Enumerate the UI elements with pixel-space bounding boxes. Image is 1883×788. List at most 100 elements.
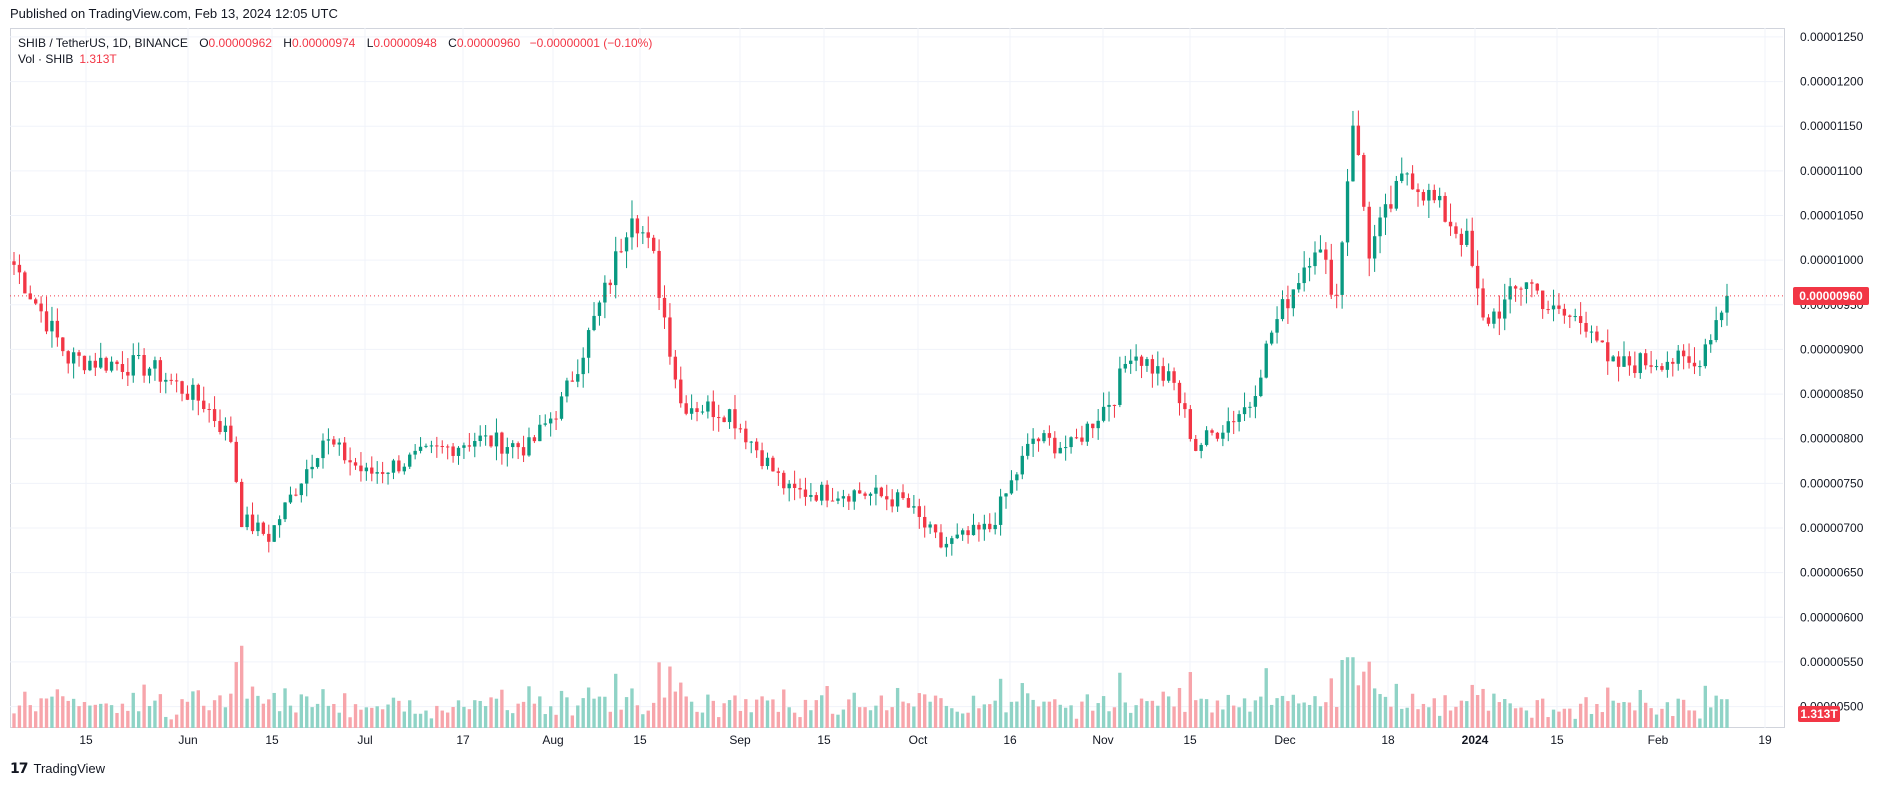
legend-close-label: C — [448, 36, 457, 50]
candle-body — [1714, 320, 1718, 341]
volume-bar — [418, 713, 423, 728]
candle-body — [1042, 433, 1046, 442]
candle-body — [1622, 356, 1626, 367]
candle-body — [245, 514, 249, 528]
volume-bar — [261, 703, 266, 728]
x-tick-label: Sep — [729, 733, 751, 747]
volume-bar — [673, 691, 678, 728]
volume-bar — [39, 698, 43, 728]
volume-bar — [912, 706, 916, 728]
volume-bar — [1562, 708, 1567, 728]
volume-bar — [657, 662, 661, 728]
candle-body — [413, 450, 417, 455]
volume-bar — [874, 705, 878, 728]
candle-body — [1692, 362, 1697, 367]
candle-body — [597, 302, 602, 316]
candle-body — [1606, 342, 1610, 362]
volume-bar — [104, 703, 108, 728]
candle-body — [717, 417, 721, 419]
volume-bar — [695, 711, 699, 728]
candle-body — [153, 360, 157, 369]
volume-bar — [630, 688, 634, 728]
candle-body — [960, 530, 965, 535]
volume-bar — [1362, 671, 1366, 728]
volume-bar — [1118, 672, 1122, 728]
candle-body — [749, 441, 753, 443]
volume-bar — [478, 700, 482, 728]
candle-body — [722, 417, 726, 423]
volume-bar — [223, 707, 228, 728]
candle-body — [901, 492, 905, 499]
volume-bar — [662, 697, 667, 728]
volume-bar — [565, 697, 569, 728]
candle-body — [1584, 322, 1588, 332]
candle-body — [93, 360, 97, 368]
volume-bar — [1410, 693, 1415, 728]
y-tick-label: 0.00000700 — [1800, 521, 1864, 535]
legend-symbol[interactable]: SHIB / TetherUS, 1D, BINANCE — [18, 36, 188, 50]
volume-bar — [272, 692, 276, 728]
volume-bar — [1573, 718, 1577, 728]
volume-bar — [1259, 696, 1263, 728]
candle-body — [473, 440, 477, 447]
volume-bar — [1681, 699, 1686, 728]
candle-body — [1302, 267, 1306, 284]
y-tick-label: 0.00001150 — [1800, 119, 1863, 133]
candle-body — [939, 532, 943, 548]
candle-body — [662, 297, 667, 318]
x-tick-label: 19 — [1758, 733, 1772, 747]
volume-bar — [288, 705, 293, 728]
candle-body — [619, 251, 623, 253]
y-tick-label: 0.00001200 — [1800, 75, 1864, 89]
candle-body — [603, 282, 607, 303]
candle-body — [321, 440, 325, 459]
candle-body — [34, 299, 38, 304]
candle-body — [1470, 230, 1474, 266]
volume-bar — [1031, 699, 1035, 728]
candle-body — [668, 317, 672, 357]
volume-bar — [326, 705, 331, 728]
candle-body — [1541, 290, 1545, 310]
candle-body — [1709, 340, 1713, 345]
candle-body — [809, 495, 813, 497]
candle-body — [1150, 359, 1155, 374]
volume-bar — [386, 704, 390, 728]
candle-body — [17, 264, 22, 273]
volume-bar — [1638, 689, 1642, 728]
candle-body — [863, 493, 867, 496]
candle-body — [1329, 259, 1333, 295]
candle-body — [1611, 356, 1615, 362]
volume-bar — [93, 704, 97, 728]
x-tick-label: 16 — [1003, 733, 1017, 747]
candle-body — [624, 237, 629, 252]
candle-body — [28, 293, 32, 300]
volume-bar — [960, 713, 965, 728]
volume-bar — [1335, 706, 1339, 728]
y-tick-label: 0.00000800 — [1800, 432, 1864, 446]
candle-body — [630, 218, 634, 238]
volume-bar — [185, 701, 190, 728]
volume-bar — [88, 705, 92, 728]
volume-bar — [917, 693, 921, 728]
tradingview-logo[interactable]: 𝟭𝟳 TradingView — [10, 760, 105, 777]
volume-bar — [218, 695, 222, 728]
candle-body — [771, 457, 775, 472]
volume-bar — [1280, 695, 1285, 728]
candle-body — [798, 487, 802, 490]
volume-bar — [651, 702, 656, 728]
volume-bar — [1383, 696, 1388, 728]
candle-body — [651, 237, 656, 251]
candle-body — [950, 538, 954, 544]
volume-label[interactable]: Vol · SHIB — [18, 52, 74, 66]
volume-bar — [380, 709, 385, 728]
candle-body — [445, 446, 450, 448]
candle-body — [1204, 430, 1209, 445]
candle-body — [364, 467, 369, 472]
candle-body — [738, 428, 743, 430]
volume-bar — [1394, 683, 1399, 728]
volume-bar — [131, 692, 135, 728]
candle-body — [174, 380, 179, 382]
candle-body — [548, 418, 553, 424]
candle-body — [158, 360, 163, 382]
